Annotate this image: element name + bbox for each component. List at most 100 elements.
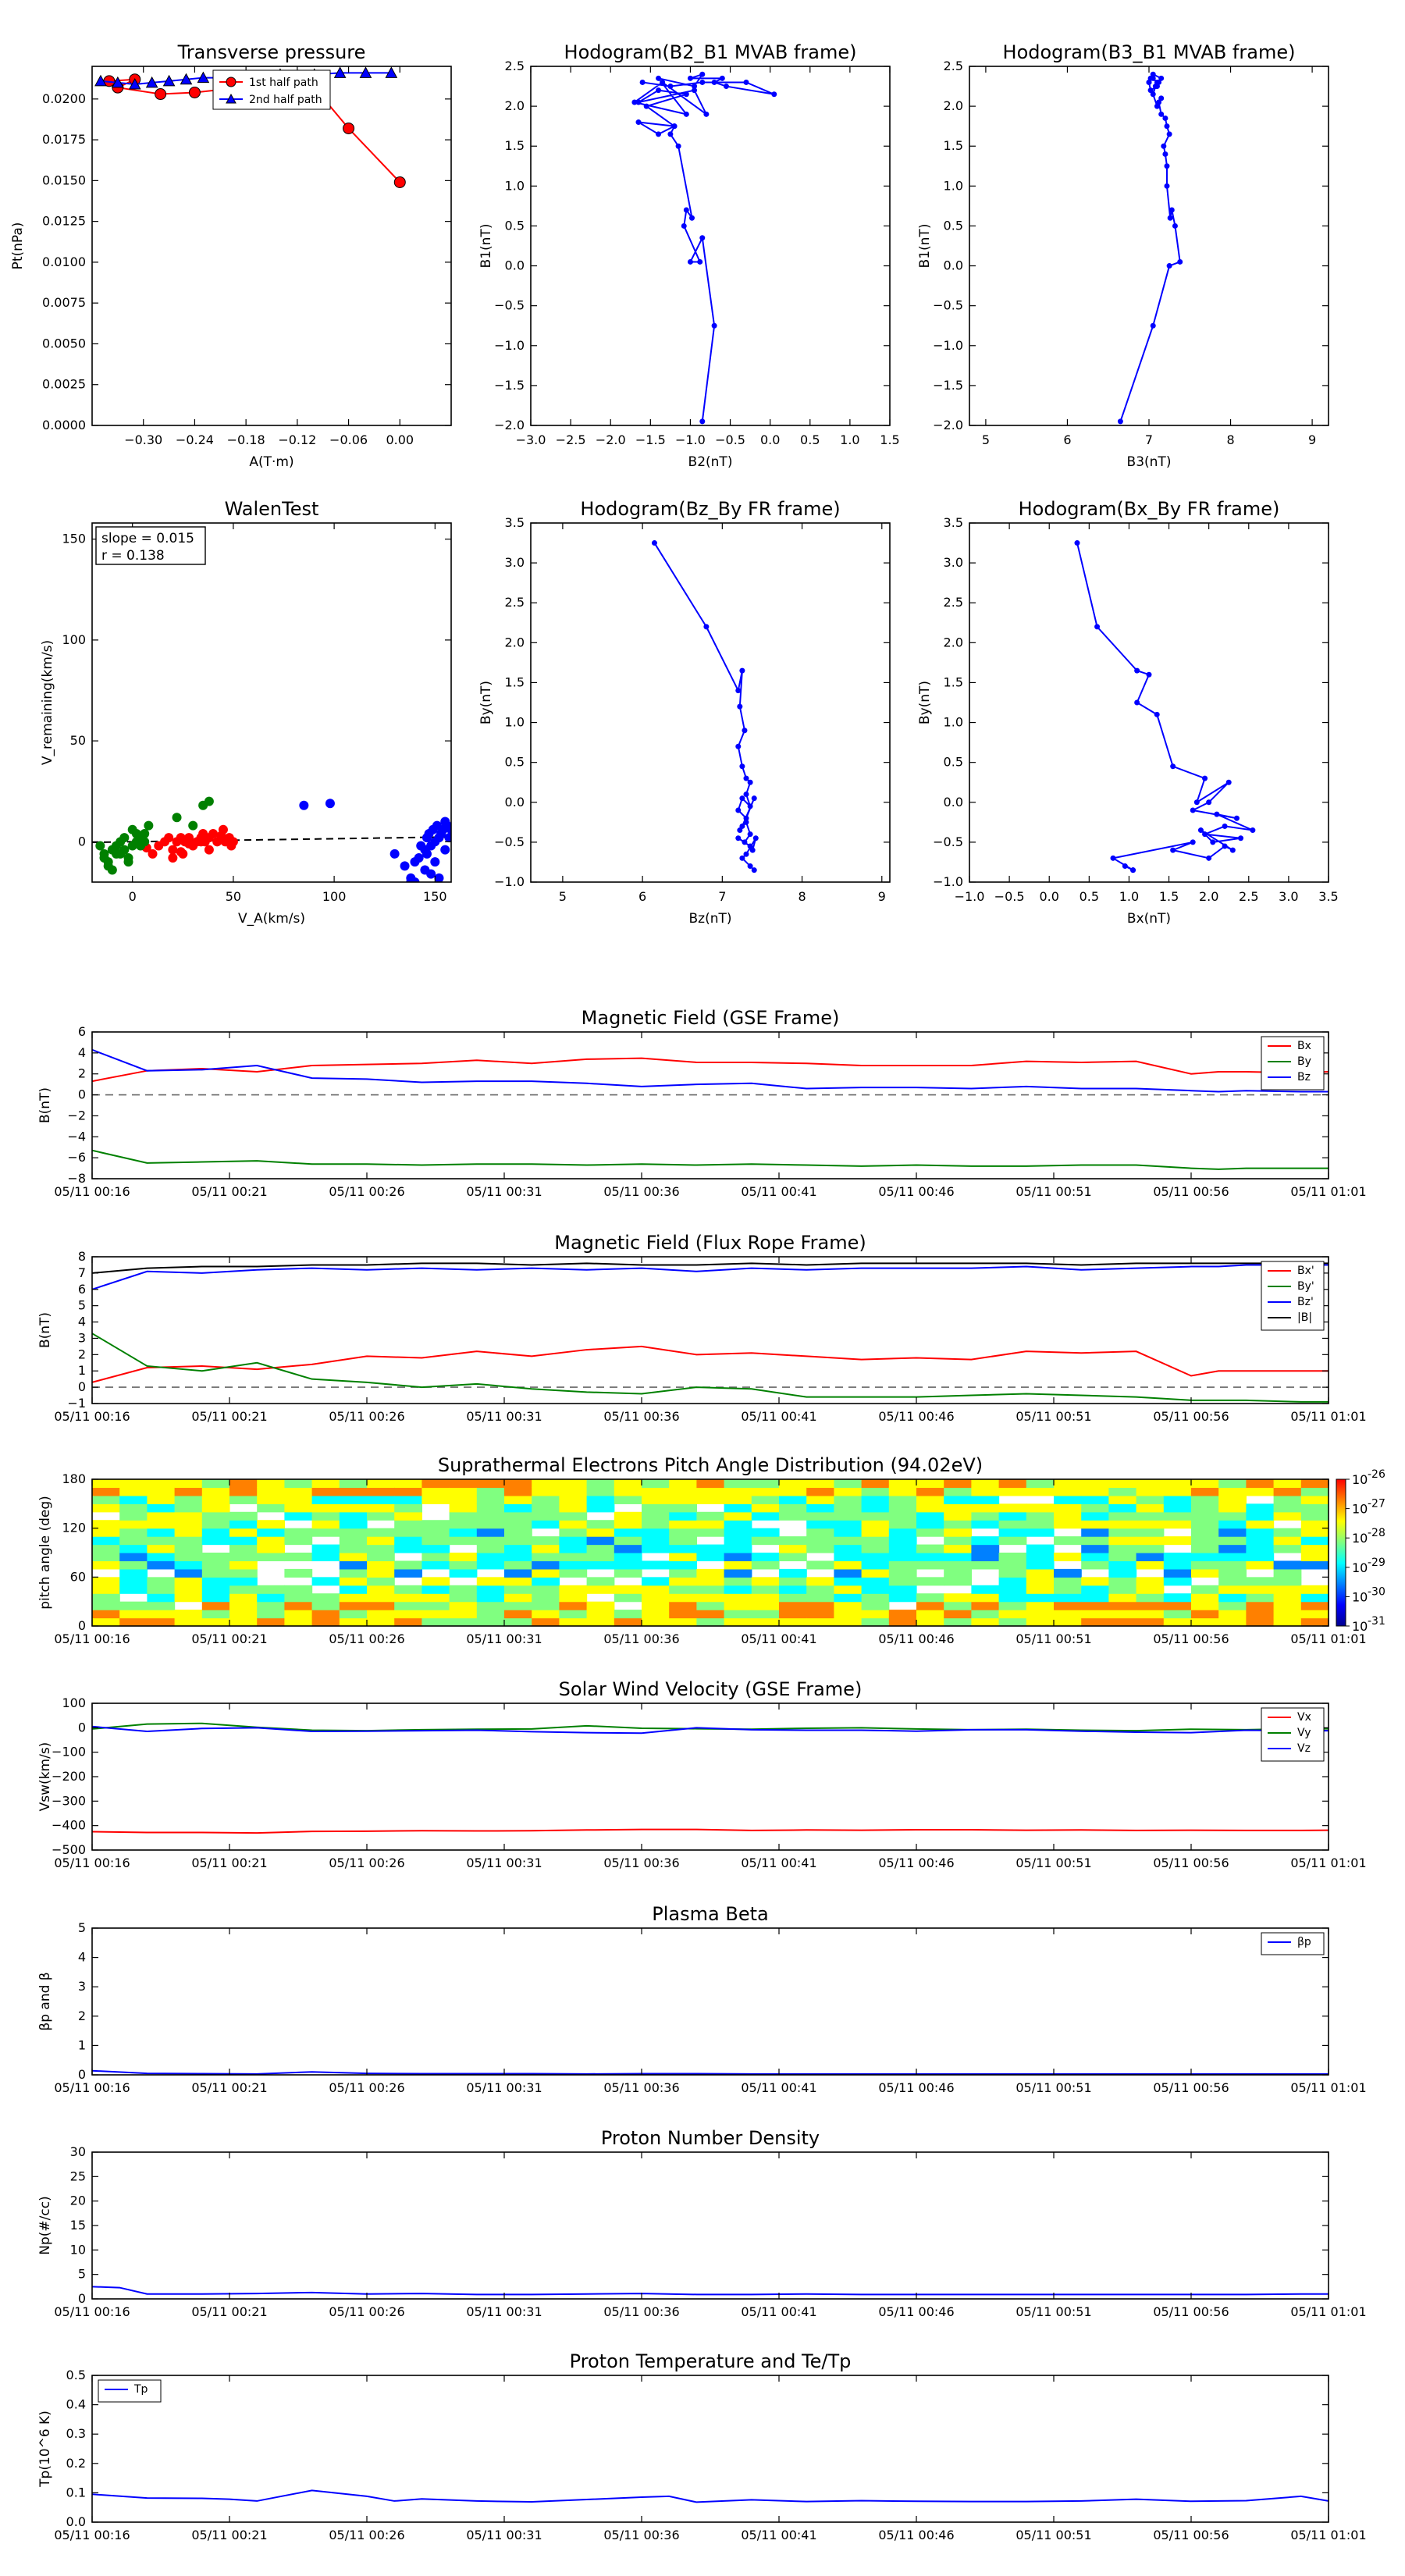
x-tick-label: 05/11 00:31 <box>466 2528 542 2542</box>
data-point <box>739 667 745 674</box>
x-tick-label: 05/11 00:26 <box>329 1409 404 1424</box>
plot-area <box>92 796 451 882</box>
heatmap-cell <box>586 1528 615 1537</box>
data-point <box>145 76 158 88</box>
heatmap-cell <box>1218 1528 1247 1537</box>
heatmap-cell <box>367 1617 395 1627</box>
heatmap-cell <box>367 1553 395 1562</box>
heatmap-cell <box>1273 1585 1302 1594</box>
heatmap-cell <box>586 1577 615 1586</box>
heatmap-cell <box>1191 1617 1219 1627</box>
data-point <box>406 877 416 882</box>
heatmap-cell <box>504 1593 532 1603</box>
heatmap-cell <box>476 1479 505 1489</box>
heatmap-cell <box>1273 1536 1302 1546</box>
chart-beta: 05/11 00:16 05/11 00:21 05/11 00:26 05/11 0… <box>37 1903 1367 2095</box>
x-tick-label: 05/11 01:01 <box>1290 1409 1366 1424</box>
y-tick-label: 1.0 <box>505 178 525 193</box>
heatmap-cell <box>642 1528 670 1537</box>
x-tick-label: 05/11 00:46 <box>878 1184 954 1199</box>
x-tick-label: 05/11 00:31 <box>466 1409 542 1424</box>
x-axis-label: Bz(nT) <box>688 911 731 927</box>
y-axis-label: Np(#/cc) <box>37 2196 53 2254</box>
y-tick-label: 0.0 <box>944 258 963 273</box>
heatmap-cell <box>669 1487 697 1496</box>
heatmap-cell <box>559 1536 588 1546</box>
heatmap-cell <box>971 1601 1000 1610</box>
heatmap-cell <box>669 1601 697 1610</box>
heatmap-cell <box>614 1495 642 1504</box>
data-point <box>1170 763 1176 770</box>
heatmap-cell <box>367 1568 395 1578</box>
heatmap-cell <box>971 1487 1000 1496</box>
heatmap-cell <box>559 1487 588 1496</box>
heatmap-cell <box>1300 1610 1329 1619</box>
heatmap-cell <box>147 1479 176 1489</box>
heatmap-cell <box>119 1617 148 1627</box>
legend: Bx By Bz <box>1261 1036 1325 1091</box>
heatmap-cell <box>669 1593 697 1603</box>
heatmap-cell <box>1054 1553 1082 1562</box>
heatmap-cell <box>971 1495 1000 1504</box>
y-axis-label: B(nT) <box>37 1312 53 1348</box>
heatmap-cell <box>559 1553 588 1562</box>
annotation-text: r = 0.138 <box>101 548 165 564</box>
heatmap-cell <box>422 1617 450 1627</box>
chart-transverse_pressure: −0.30 −0.24 −0.18 −0.12 −0.06 0.00 0.0000 0.002… <box>10 41 452 470</box>
data-point <box>1158 111 1165 117</box>
y-tick-label: 3 <box>78 1979 86 1994</box>
heatmap-cell <box>257 1593 285 1603</box>
heatmap-cell <box>311 1617 340 1627</box>
heatmap-cell <box>724 1520 752 1529</box>
heatmap-cell <box>367 1487 395 1496</box>
data-point <box>434 873 444 882</box>
x-tick-label: 05/11 00:26 <box>329 2304 404 2319</box>
heatmap-cell <box>449 1536 478 1546</box>
heatmap-cell <box>586 1520 615 1529</box>
x-tick-label: 05/11 00:46 <box>878 2080 954 2095</box>
x-tick-label: 05/11 00:21 <box>191 2528 267 2542</box>
heatmap-cell <box>888 1520 917 1529</box>
heatmap-cell <box>394 1544 422 1553</box>
data-point <box>172 813 182 823</box>
legend-label: Bz' <box>1297 1296 1314 1308</box>
series-line-Bz' <box>92 1264 1329 1290</box>
heatmap-cell <box>449 1568 478 1578</box>
heatmap-cell <box>888 1610 917 1619</box>
heatmap-cell <box>888 1487 917 1496</box>
heatmap-cell <box>1163 1479 1192 1489</box>
x-tick-label: 05/11 00:41 <box>741 2080 816 2095</box>
heatmap-cell <box>916 1520 944 1529</box>
heatmap-cell <box>1136 1495 1165 1504</box>
y-axis-label: Tp(10^6 K) <box>37 2411 53 2488</box>
heatmap-cell <box>174 1593 203 1603</box>
heatmap-cell <box>834 1593 863 1603</box>
y-tick-label: 6 <box>78 1024 86 1039</box>
heatmap-cell <box>201 1577 230 1586</box>
colorbar-exponent: -26 <box>1368 1468 1385 1481</box>
heatmap-cell <box>257 1520 285 1529</box>
heatmap-cell <box>339 1577 368 1586</box>
y-tick-label: 7 <box>78 1265 86 1280</box>
plot-area <box>92 1722 1329 1834</box>
data-point <box>422 849 432 859</box>
chart-walen: 0 50 100 150 0 50 100 150 WalenTest V_A(km/s) V_re… <box>40 498 452 927</box>
heatmap-cell <box>751 1479 780 1489</box>
data-point <box>735 688 742 694</box>
y-tick-label: −1.0 <box>494 338 525 353</box>
colorbar <box>1336 1478 1346 1627</box>
heatmap-cell <box>1026 1593 1055 1603</box>
heatmap-cell <box>1300 1528 1329 1537</box>
heatmap-cell <box>806 1560 834 1570</box>
data-point <box>140 837 150 847</box>
heatmap-cell <box>532 1593 560 1603</box>
legend-label: Vy <box>1297 1727 1311 1739</box>
heatmap-cell <box>696 1601 725 1610</box>
heatmap-cell <box>201 1585 230 1594</box>
heatmap-cell <box>476 1553 505 1562</box>
data-point <box>739 823 745 829</box>
heatmap-cell <box>834 1544 863 1553</box>
heatmap-cell <box>1218 1487 1247 1496</box>
heatmap-cell <box>147 1503 176 1513</box>
heatmap-cell <box>311 1520 340 1529</box>
